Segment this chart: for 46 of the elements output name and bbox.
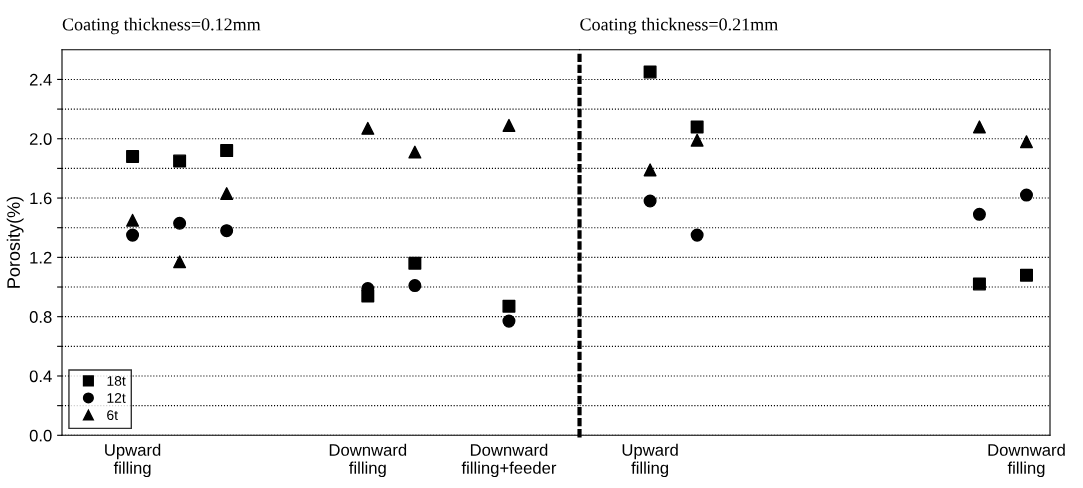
y-tick-label: 2.4	[29, 73, 52, 86]
point	[690, 133, 704, 147]
point	[126, 228, 140, 242]
point	[502, 314, 516, 328]
point	[126, 213, 140, 227]
point	[220, 187, 234, 201]
x-tick-label: Upward filling	[622, 443, 678, 478]
point	[690, 228, 704, 242]
point	[972, 120, 986, 134]
point	[173, 154, 187, 168]
point	[173, 255, 187, 269]
y-axis-title: Porosity(%)	[6, 197, 24, 288]
point	[361, 121, 375, 135]
y-tick-label: 0.8	[29, 311, 52, 323]
point	[1019, 188, 1033, 202]
x-tick-label: Downward filling+feeder	[461, 443, 557, 478]
point	[220, 144, 234, 158]
point	[643, 163, 657, 177]
point	[972, 207, 986, 221]
point	[972, 277, 986, 291]
legend-label: 12t	[107, 393, 126, 403]
chart-title: Coating thickness=0.12mm	[62, 17, 261, 35]
point	[408, 145, 422, 159]
y-tick-label: 1.2	[30, 251, 52, 264]
y-tick-label: 0.4	[29, 370, 52, 383]
point	[643, 194, 657, 208]
point	[1019, 135, 1033, 149]
y-tick-label: 2.0	[29, 133, 52, 145]
point	[502, 299, 516, 313]
y-tick-label: 1.6	[30, 192, 52, 205]
legend-label: 6t	[107, 410, 118, 421]
point	[690, 120, 704, 134]
point	[408, 256, 422, 270]
point	[220, 224, 234, 238]
legend-label: 18t	[107, 375, 126, 386]
point	[502, 118, 516, 132]
chart-title: Coating thickness=0.21mm	[580, 17, 778, 35]
x-tick-label: Upward filling	[105, 443, 161, 478]
point	[643, 65, 657, 79]
point	[173, 216, 187, 230]
x-tick-label: Downward filling	[988, 443, 1065, 478]
y-tick-label: 0.0	[29, 429, 52, 442]
x-tick-label: Downward filling	[329, 443, 407, 478]
point	[126, 150, 140, 164]
point	[1019, 268, 1033, 282]
point	[408, 279, 422, 293]
